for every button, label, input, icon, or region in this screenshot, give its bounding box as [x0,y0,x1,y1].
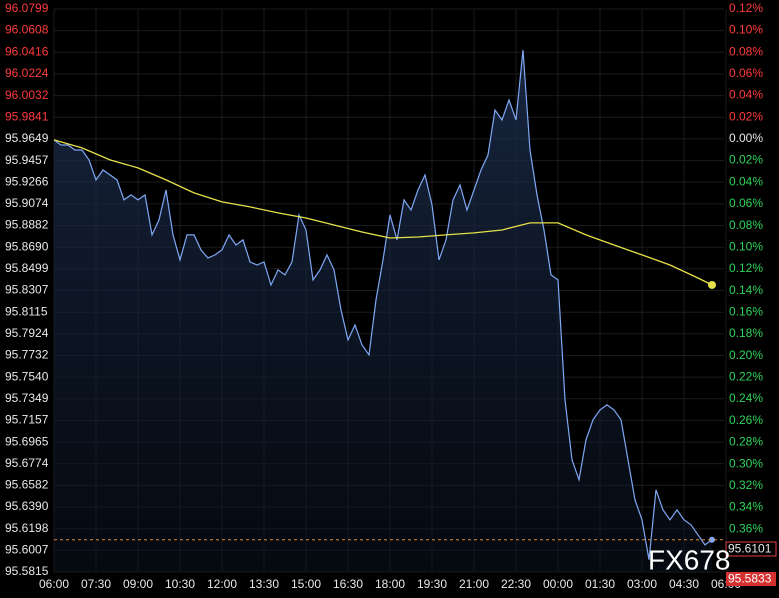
end-marker [709,536,715,543]
y-tick-label: 95.7924 [5,326,49,340]
y2-tick-label: 0.24% [729,391,763,405]
y-tick-label: 95.6582 [5,478,49,492]
y2-tick-label: 0.00% [729,131,763,145]
x-tick-label: 12:00 [207,577,237,591]
x-tick-label: 06:00 [39,577,69,591]
x-tick-label: 09:00 [123,577,153,591]
y2-tick-label: 0.26% [729,413,763,427]
y-tick-label: 95.6390 [5,499,49,513]
y-tick-label: 95.7349 [5,391,49,405]
y-tick-label: 95.8307 [5,283,49,297]
y2-tick-label: 0.18% [729,326,763,340]
x-tick-label: 16:30 [333,577,363,591]
y2-tick-label: 0.14% [729,283,763,297]
y2-tick-label: 0.22% [729,370,763,384]
y-tick-label: 95.9074 [5,196,49,210]
y2-tick-label: 0.04% [729,174,763,188]
y-tick-label: 96.0416 [5,44,49,58]
low-tag-box [726,572,776,586]
x-tick-label: 19:30 [417,577,447,591]
y-tick-label: 95.6774 [5,456,49,470]
y2-tick-label: 0.06% [729,196,763,210]
y2-tick-label: 0.12% [729,261,763,275]
y-tick-label: 95.8690 [5,239,49,253]
x-tick-label: 00:00 [543,577,573,591]
y2-tick-label: 0.34% [729,500,763,514]
y-tick-label: 95.6965 [5,434,49,448]
end-marker [708,280,716,289]
y2-tick-label: 0.10% [729,23,763,37]
y-tick-label: 96.0608 [5,23,49,37]
y-tick-label: 96.0799 [5,1,49,15]
y2-tick-label: 0.36% [729,521,763,535]
y2-tick-label: 0.08% [729,218,763,232]
x-tick-label: 04:30 [669,577,699,591]
y2-tick-label: 0.32% [729,478,763,492]
y-tick-label: 95.9266 [5,174,49,188]
y2-tick-label: 0.16% [729,305,763,319]
y2-tick-label: 0.06% [729,66,763,80]
y2-tick-label: 0.20% [729,348,763,362]
y2-tick-label: 0.12% [729,1,763,15]
y-tick-label: 95.6198 [5,521,49,535]
x-tick-label: 21:00 [459,577,489,591]
x-tick-label: 03:00 [627,577,657,591]
low-tag: 95.5833 [728,572,772,586]
y-tick-label: 95.8882 [5,218,49,232]
y-tick-label: 95.9457 [5,153,49,167]
x-tick-label: 01:30 [585,577,615,591]
x-tick-label: 10:30 [165,577,195,591]
area [54,50,712,572]
y-tick-label: 95.9649 [5,131,49,145]
x-tick-label: 07:30 [81,577,111,591]
y-tick-label: 96.0032 [5,88,49,102]
y2-tick-label: 0.28% [729,435,763,449]
watermark: FX678 [648,544,731,575]
x-tick-label: 13:30 [249,577,279,591]
price-tag: 95.6101 [728,542,772,556]
y-tick-label: 95.7732 [5,348,49,362]
price-line [53,49,713,560]
y-tick-label: 95.8115 [5,304,48,318]
y-tick-label: 95.7157 [5,413,49,427]
average-line [53,139,713,286]
x-tick-label: 18:00 [375,577,405,591]
y-tick-label: 95.7540 [5,369,49,383]
y-tick-label: 95.6007 [5,542,49,556]
y2-tick-label: 0.08% [729,44,763,58]
y2-tick-label: 0.04% [729,88,763,102]
y-tick-label: 96.0224 [5,66,49,80]
y-tick-label: 95.5815 [5,564,49,578]
y2-tick-label: 0.10% [729,239,763,253]
x-tick-label: 15:00 [291,577,321,591]
x-tick-label: 22:30 [501,577,531,591]
y2-tick-label: 0.02% [729,109,763,123]
price-tag-box [725,541,777,557]
y-tick-label: 95.8499 [5,261,49,275]
y2-tick-label: 0.30% [729,456,763,470]
y2-tick-label: 0.02% [729,153,763,167]
y-tick-label: 95.9841 [5,109,49,123]
